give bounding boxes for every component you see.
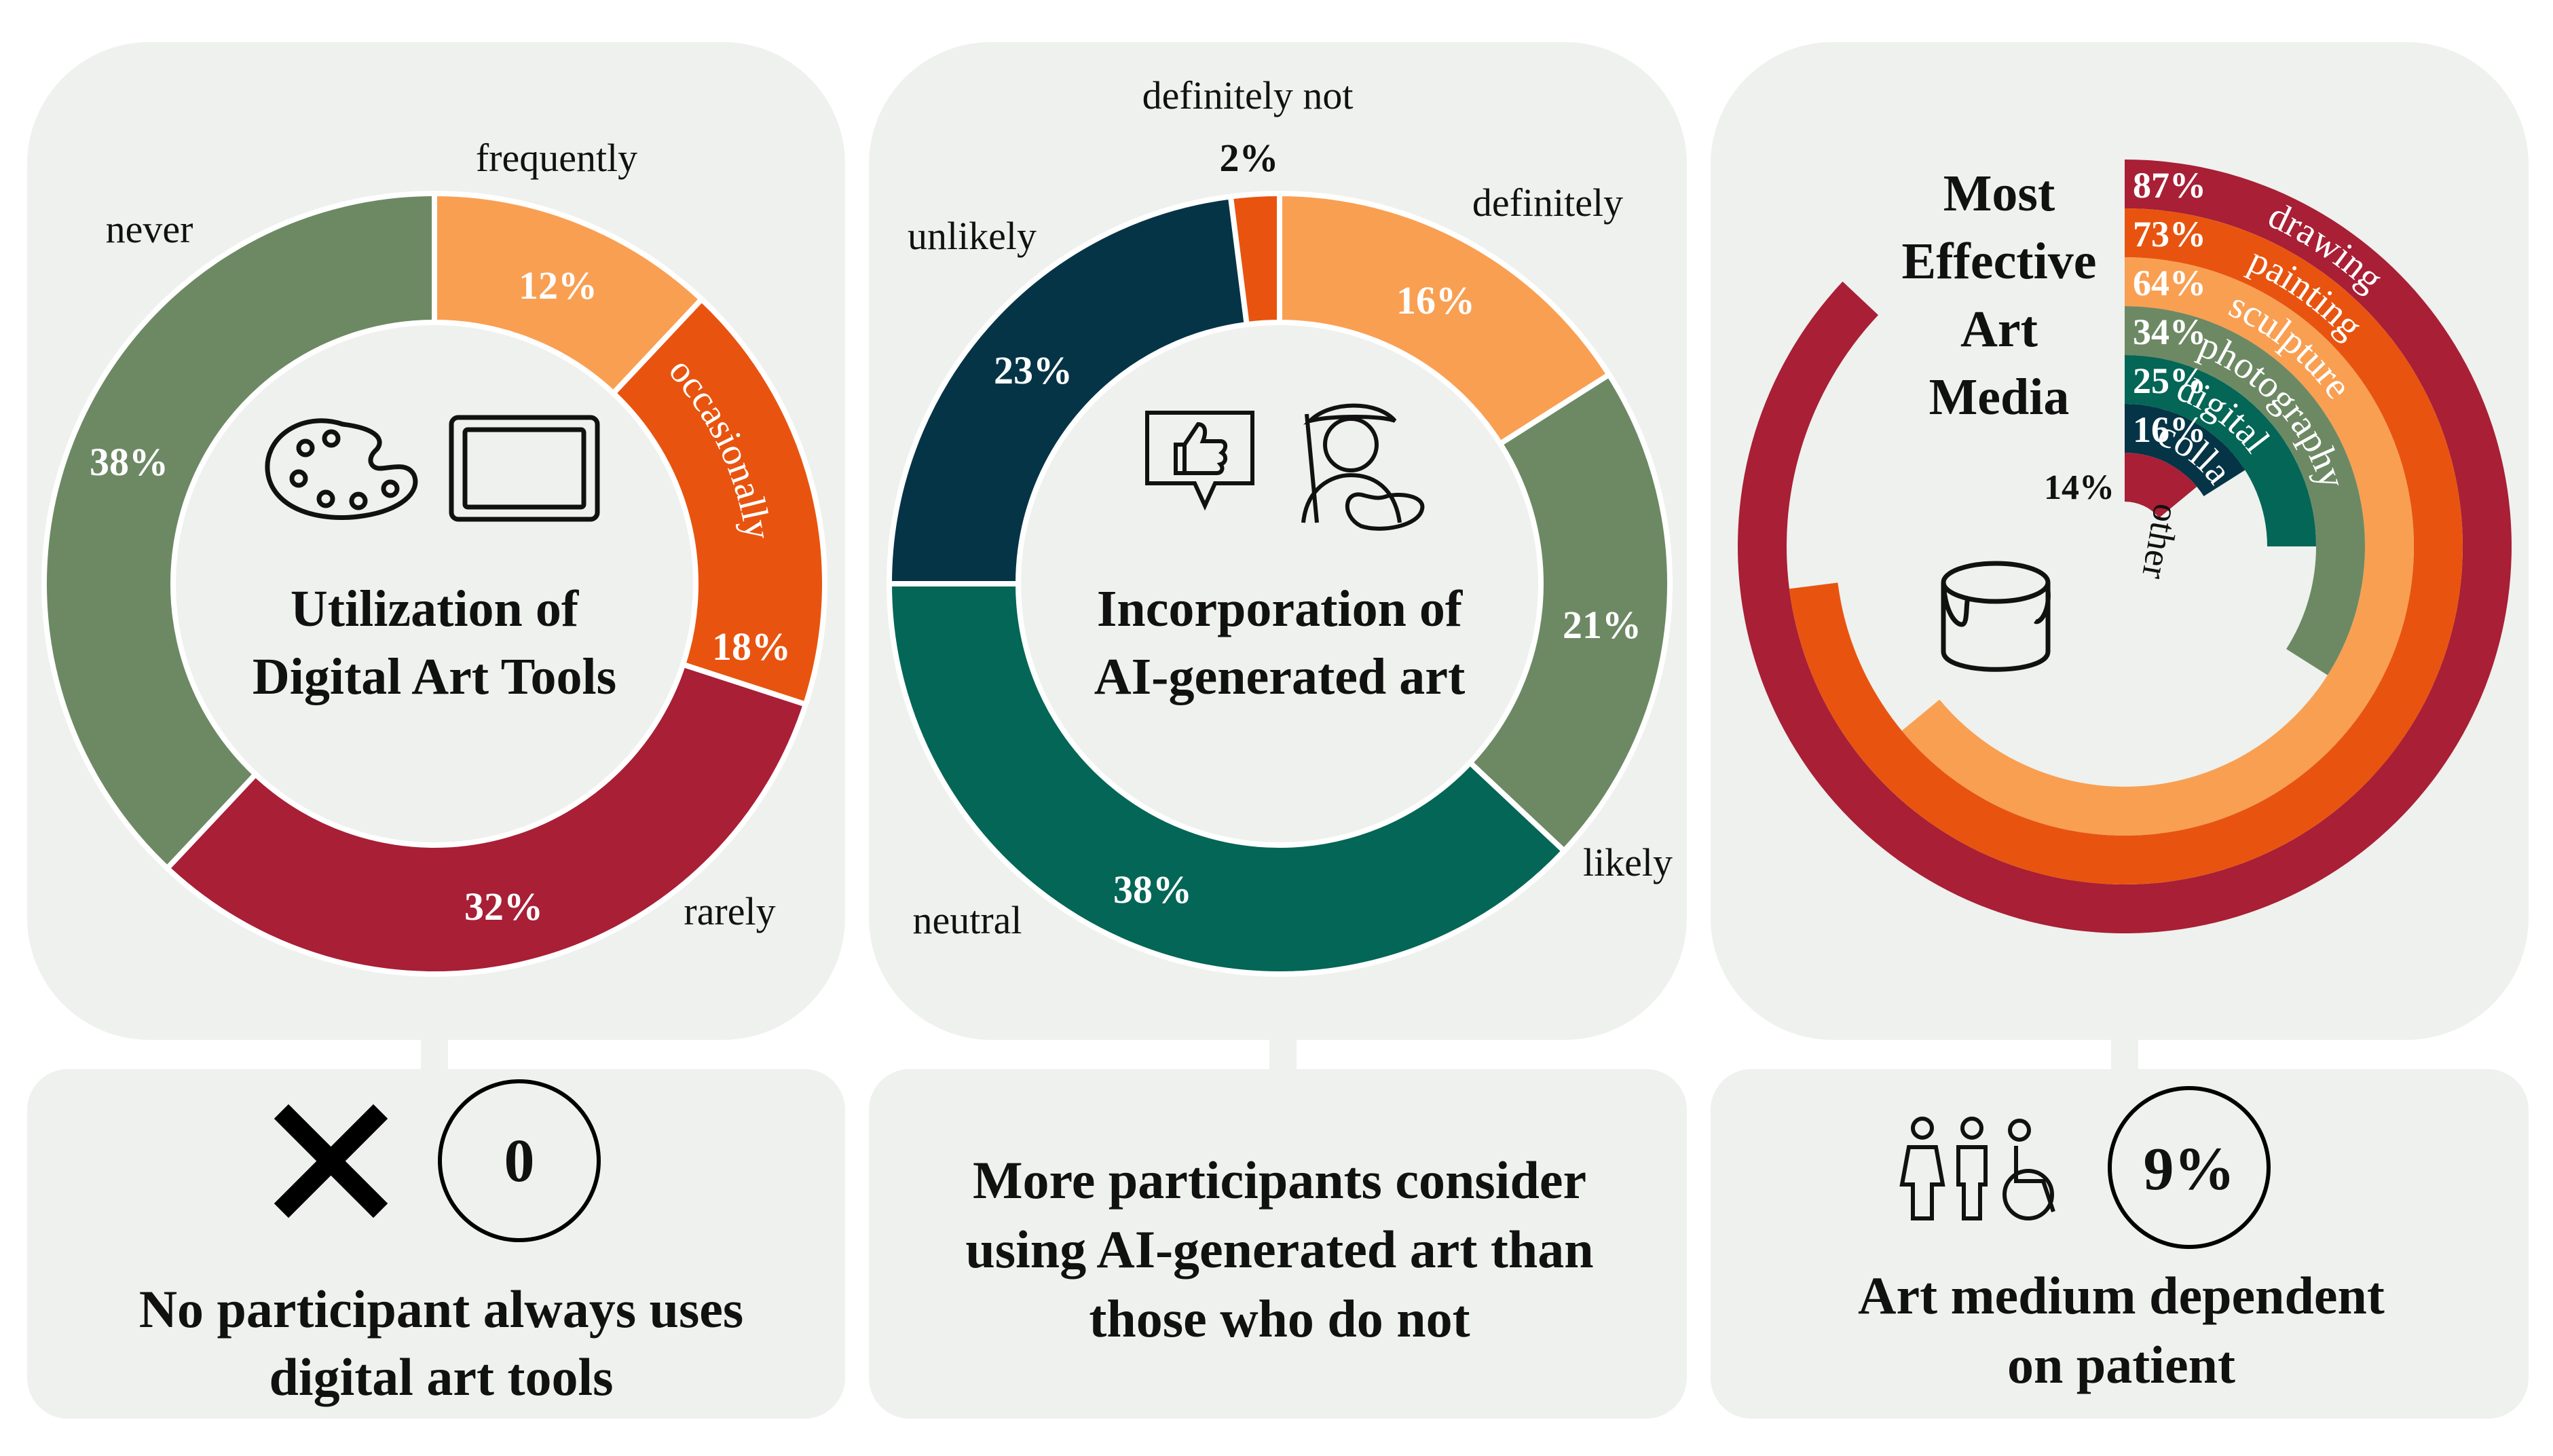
- callout-2-line1: More participants consider: [973, 1151, 1586, 1210]
- paint-bucket-icon: [1941, 561, 2051, 672]
- bar-collage: [2125, 404, 2245, 497]
- slice-rarely: [163, 660, 809, 977]
- thumbs-up-icon: [1145, 411, 1254, 511]
- value-label-digital: 25%: [2133, 360, 2206, 401]
- category-label-definitely: definitely: [1472, 181, 1623, 225]
- callout-patient-dependent: 9% Art medium dependent on patient: [1858, 1086, 2385, 1394]
- value-label-other: 14%: [2044, 468, 2114, 507]
- callout-3-line1: Art medium dependent: [1858, 1266, 2385, 1325]
- category-label-rarely: rarely: [684, 889, 775, 933]
- value-label-sculpture: 64%: [2133, 263, 2206, 303]
- badge-circle-1: [438, 1079, 601, 1242]
- palette-icon: [265, 418, 418, 520]
- donut-chart-ai-art: 16% definitely 21% likely 38% neutral 23% unlik…: [886, 73, 1673, 977]
- chart1-title-line1: Utilization of: [291, 580, 580, 637]
- category-label-likely: likely: [1583, 840, 1673, 884]
- callout-panel-3: [1711, 1069, 2529, 1419]
- category-label-never: never: [106, 207, 193, 251]
- chart3-title-line1: Most: [1943, 165, 2055, 222]
- value-label-likely: 21%: [1563, 603, 1641, 647]
- value-label-frequently: 12%: [519, 263, 597, 307]
- chart1-title-line2: Digital Art Tools: [253, 648, 616, 705]
- slice-likely: [1466, 371, 1673, 855]
- artist-icon: [1301, 403, 1425, 531]
- value-label-collage: 16%: [2133, 409, 2206, 450]
- bar-photography: [2125, 306, 2365, 675]
- callout-panel-2: [869, 1069, 1687, 1419]
- value-label-photography: 34%: [2133, 312, 2206, 352]
- badge-value-3: 9%: [2144, 1136, 2235, 1203]
- bar-other: [2125, 453, 2197, 518]
- callout-1-line1: No participant always uses: [139, 1280, 744, 1339]
- callout-2-line2: using AI-generated art than: [965, 1220, 1593, 1279]
- slice-never: [41, 190, 437, 872]
- chart2-title-line2: AI-generated art: [1094, 648, 1466, 705]
- value-label-rarely: 32%: [464, 884, 543, 929]
- slice-definitely: [1277, 190, 1614, 448]
- callout-no-always: 0 No participant always uses digital art…: [139, 1079, 744, 1406]
- value-label-definitely-not: 2%: [1220, 136, 1279, 180]
- callout-1-line2: digital art tools: [269, 1347, 614, 1406]
- callout-ai-consider: More participants consider using AI-gene…: [965, 1151, 1593, 1348]
- value-label-drawing: 87%: [2133, 165, 2206, 206]
- tablet-icon: [449, 415, 600, 522]
- value-label-definitely: 16%: [1396, 278, 1475, 322]
- slice-definitely-not: [1227, 190, 1282, 328]
- category-label-definitely-not: definitely not: [1142, 73, 1354, 117]
- category-label-neutral: neutral: [912, 898, 1022, 942]
- slice-neutral: [886, 581, 1568, 977]
- slice-occasionally: [609, 295, 827, 708]
- value-label-neutral: 38%: [1113, 867, 1192, 912]
- bar-digital: [2125, 355, 2316, 546]
- chart3-title-line3: Art: [1960, 301, 2038, 358]
- callout-2-line3: those who do not: [1089, 1289, 1470, 1348]
- badge-circle-3: [2108, 1086, 2271, 1249]
- category-label-unlikely: unlikely: [908, 214, 1037, 258]
- chart3-title-line2: Effective: [1902, 233, 2097, 290]
- value-label-never: 38%: [90, 440, 168, 484]
- cross-icon: [274, 1104, 388, 1218]
- chart3-title-line4: Media: [1929, 369, 2070, 426]
- value-label-occasionally: 18%: [712, 624, 791, 669]
- callout-panel-1: [27, 1069, 845, 1419]
- category-label-frequently: frequently: [476, 136, 637, 180]
- people-icon: [1899, 1117, 2055, 1220]
- value-label-unlikely: 23%: [994, 348, 1073, 392]
- chart2-title-line1: Incorporation of: [1097, 580, 1464, 637]
- badge-value-1: 0: [504, 1127, 535, 1195]
- slice-unlikely: [886, 193, 1250, 586]
- bar-sculpture: [1901, 257, 2414, 836]
- callout-3-line2: on patient: [2007, 1335, 2235, 1394]
- value-label-painting: 73%: [2133, 214, 2206, 255]
